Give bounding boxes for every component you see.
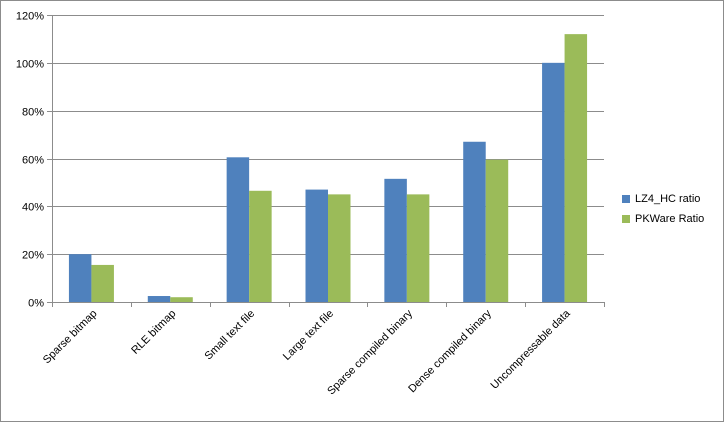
y-tick-label: 120% bbox=[16, 11, 44, 23]
x-axis-ticks: Sparse bitmap RLE bitmap Small text file La… bbox=[41, 302, 605, 397]
bar-pkware bbox=[249, 190, 272, 302]
y-tick-label: 80% bbox=[22, 107, 44, 119]
legend-label-pkware: PKWare Ratio bbox=[635, 213, 705, 225]
x-tick-label: Large text file bbox=[281, 308, 336, 363]
bar-lz4 bbox=[226, 157, 250, 302]
legend-item-lz4: LZ4_HC ratio bbox=[622, 189, 704, 209]
legend-label-lz4: LZ4_HC ratio bbox=[635, 193, 701, 205]
bar-pkware bbox=[328, 194, 351, 302]
bar-lz4 bbox=[463, 141, 486, 302]
legend-swatch-pkware bbox=[622, 215, 630, 223]
bar-lz4 bbox=[305, 189, 328, 302]
x-tick-label: Dense compiled binary bbox=[406, 307, 494, 395]
x-tick-label: RLE bitmap bbox=[129, 308, 178, 357]
bar-lz4 bbox=[68, 254, 92, 302]
bar-pkware bbox=[91, 264, 114, 302]
y-tick-label: 60% bbox=[22, 155, 44, 167]
bar-lz4 bbox=[147, 296, 171, 302]
bars bbox=[68, 34, 588, 303]
y-axis-ticks: 0% 20% 40% 60% 80% 100% 120% bbox=[16, 11, 52, 310]
x-tick-label: Sparse bitmap bbox=[41, 308, 100, 367]
legend-swatch-lz4 bbox=[622, 195, 630, 203]
y-tick-label: 40% bbox=[22, 202, 44, 214]
gridlines bbox=[52, 15, 604, 255]
y-tick-label: 0% bbox=[28, 298, 44, 310]
axes bbox=[52, 15, 604, 303]
bar-pkware bbox=[406, 194, 430, 302]
bar-pkware bbox=[170, 297, 193, 302]
bar-lz4 bbox=[542, 62, 565, 303]
y-tick-label: 100% bbox=[16, 59, 44, 71]
bar-lz4 bbox=[384, 178, 407, 302]
legend-item-pkware: PKWare Ratio bbox=[622, 209, 704, 229]
x-tick-label: Uncompressable data bbox=[489, 307, 574, 392]
x-tick-label: Small text file bbox=[203, 308, 258, 363]
x-tick-label: Sparse compiled binary bbox=[325, 307, 415, 397]
bar-pkware bbox=[485, 159, 509, 302]
legend: LZ4_HC ratio PKWare Ratio bbox=[622, 189, 704, 229]
y-tick-label: 20% bbox=[22, 250, 44, 262]
bar-pkware bbox=[564, 34, 588, 303]
